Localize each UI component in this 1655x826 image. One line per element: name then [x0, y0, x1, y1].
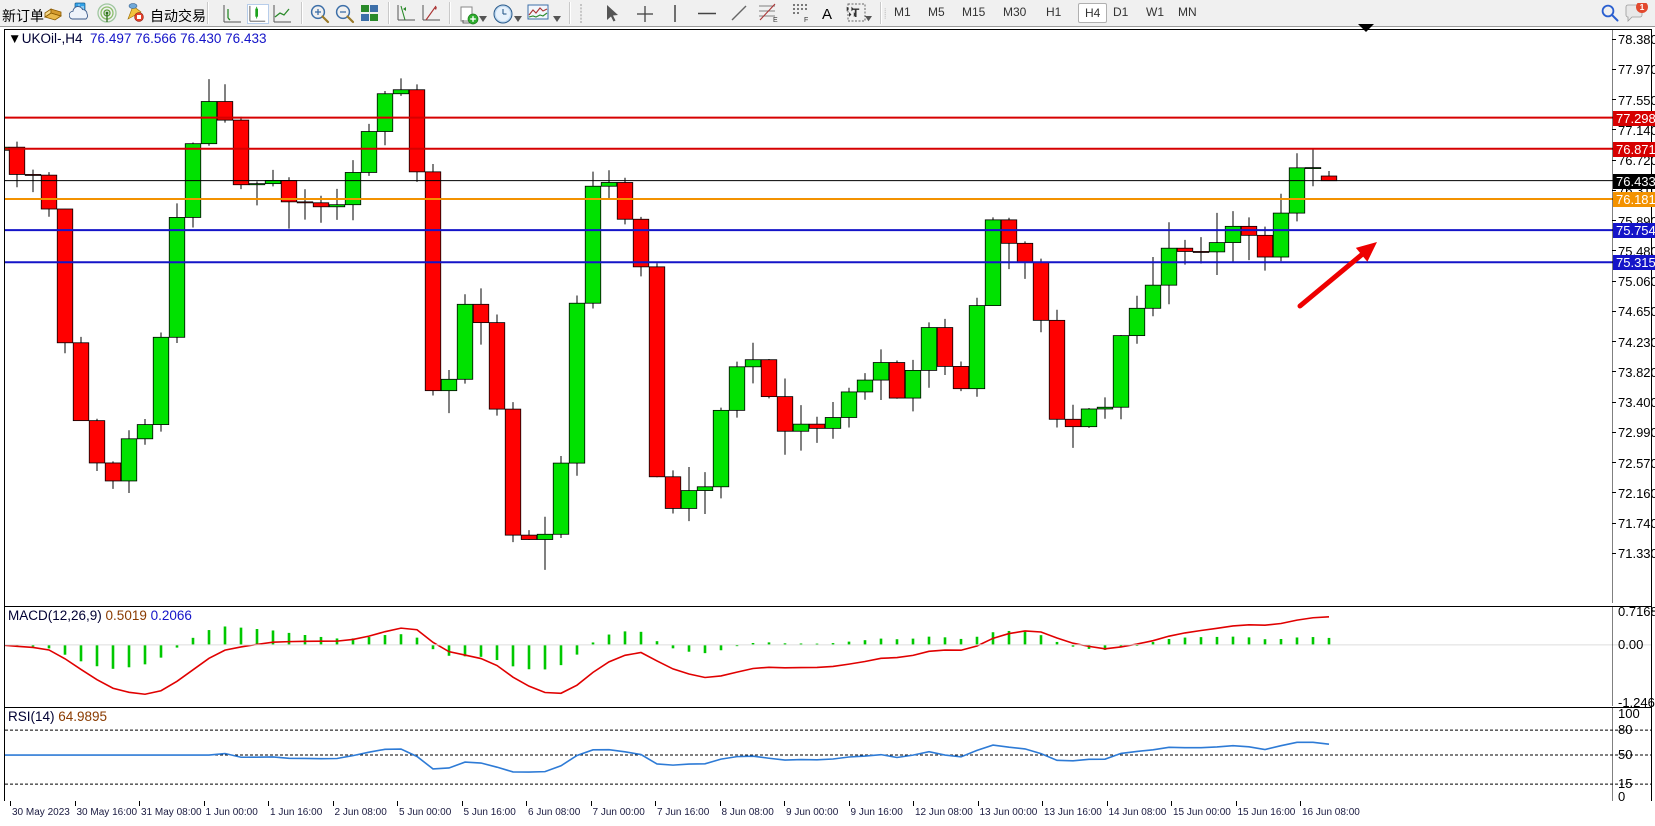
svg-text:1: 1	[1640, 3, 1645, 12]
svg-text:F: F	[804, 17, 808, 23]
svg-text:E: E	[773, 17, 778, 23]
